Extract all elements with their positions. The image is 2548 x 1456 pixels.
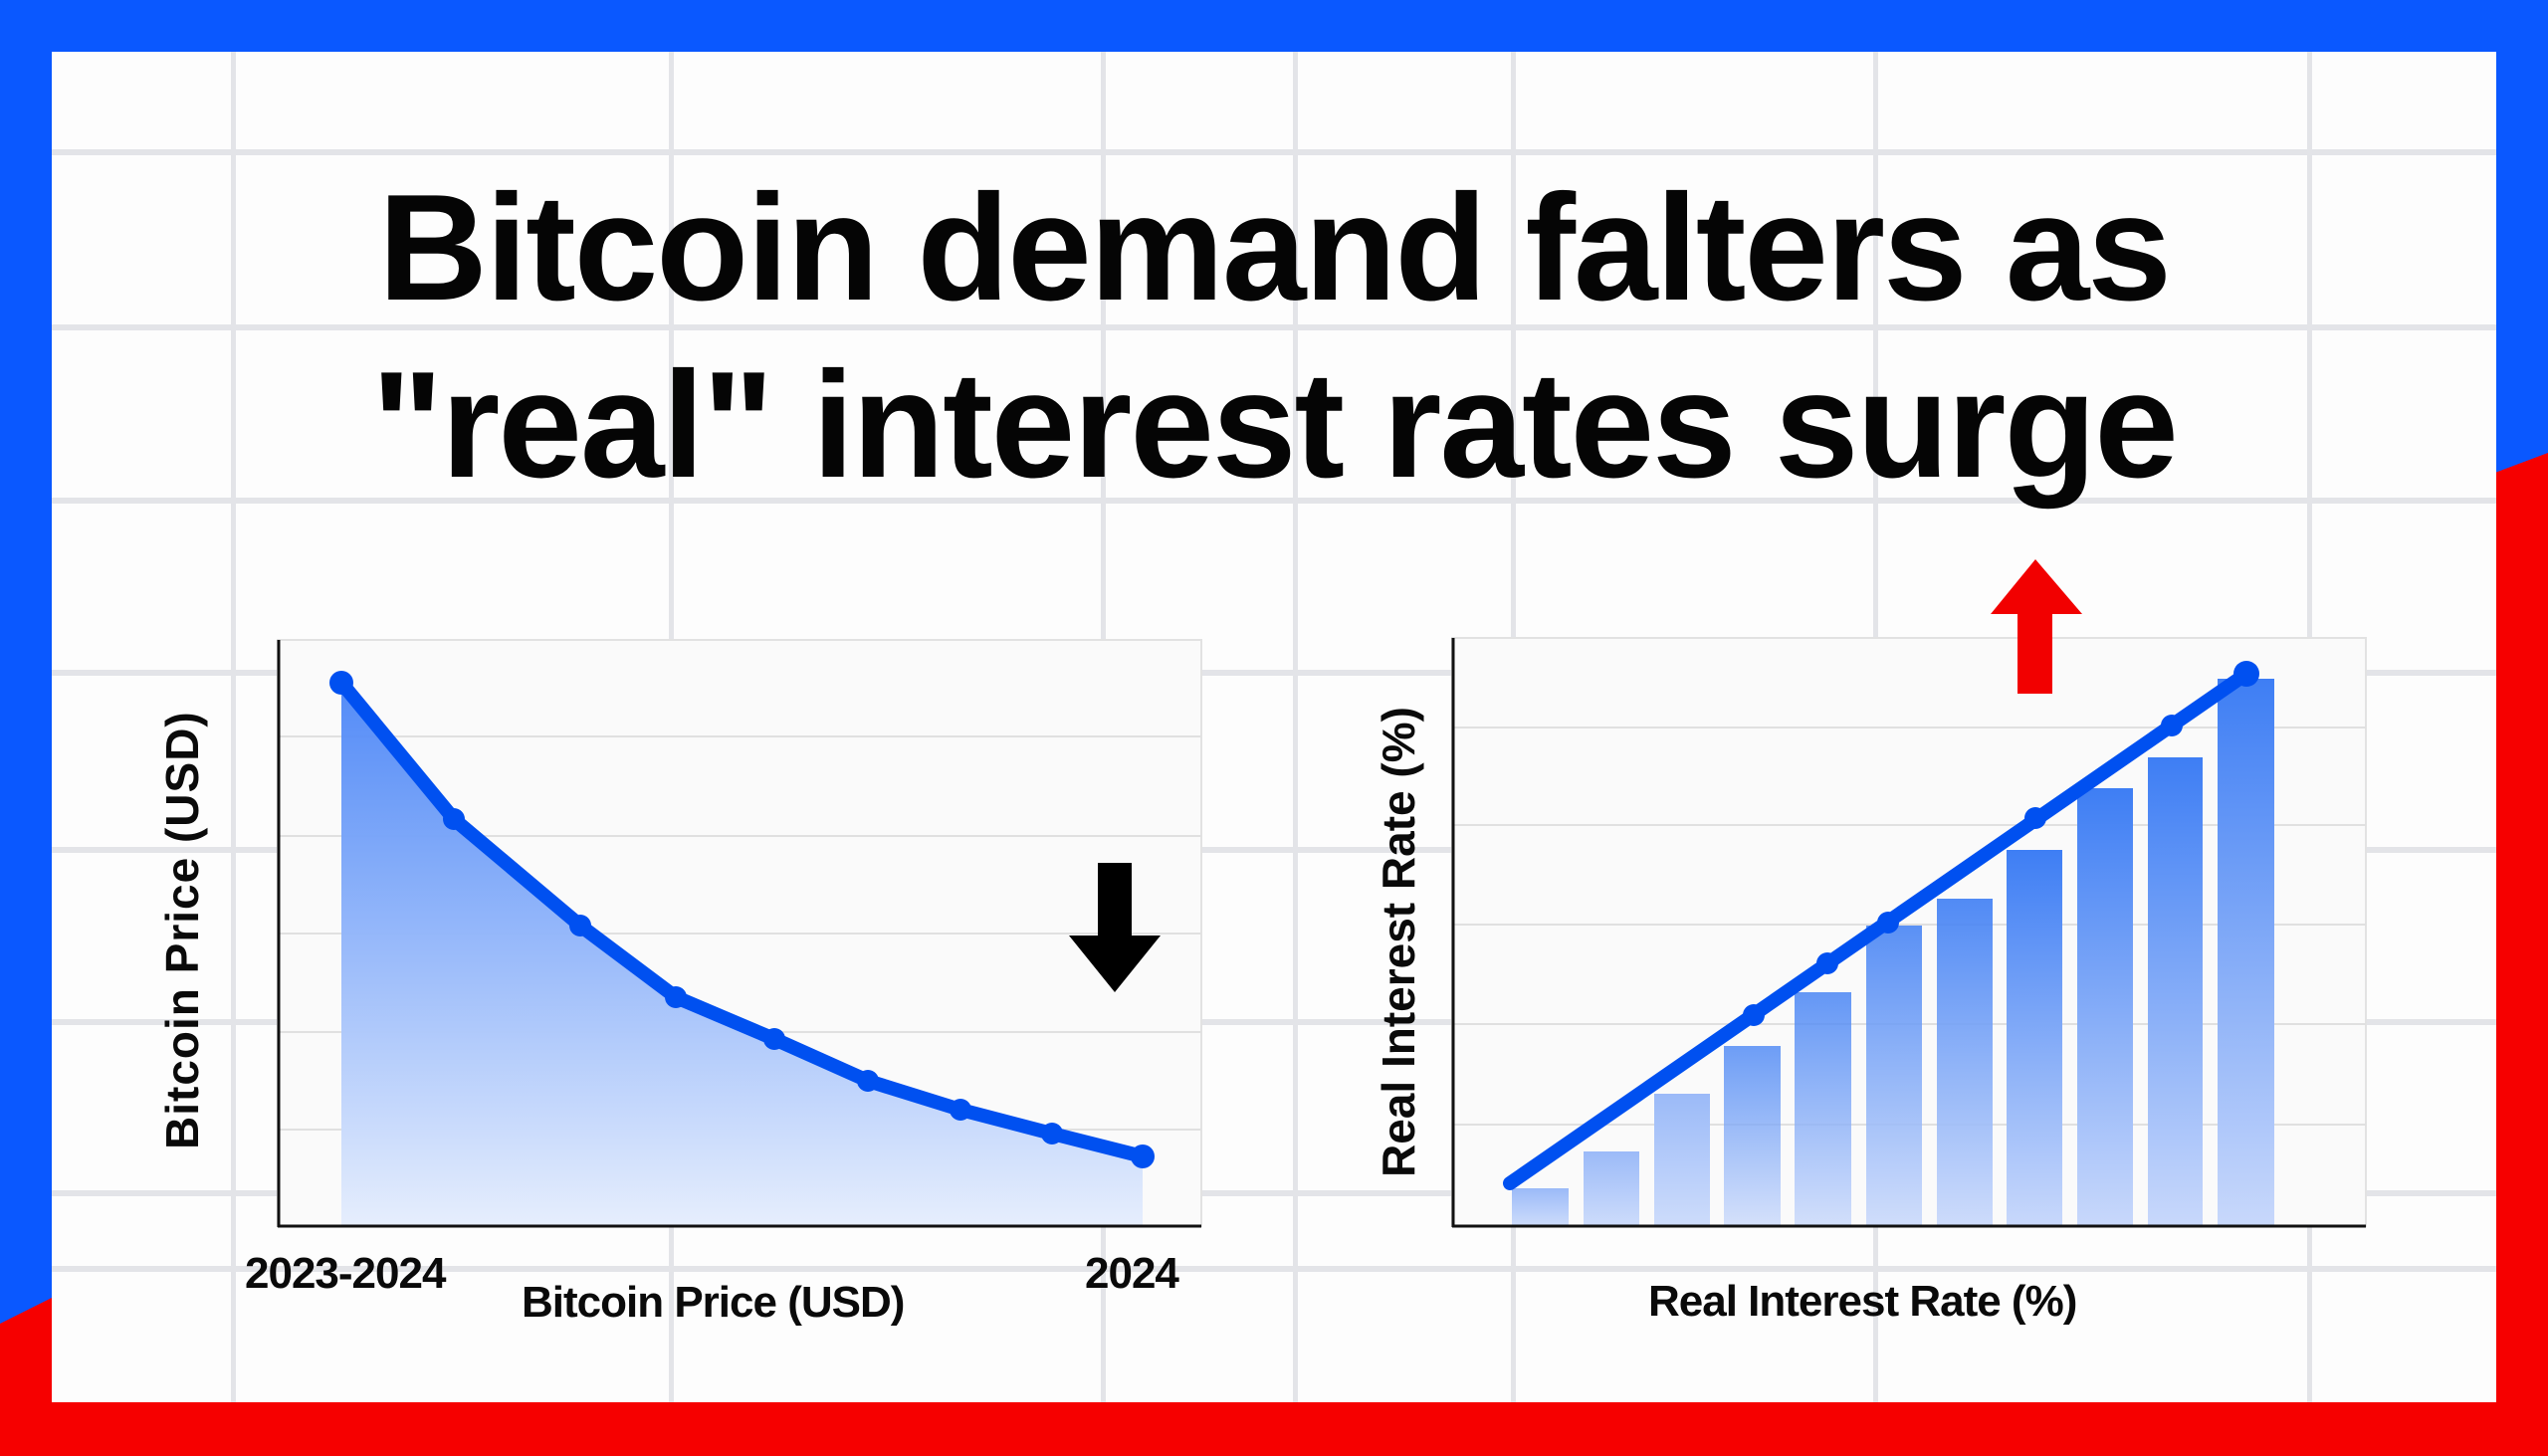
bg-grid-line (52, 670, 2496, 676)
bg-grid-line (52, 149, 2496, 155)
arrow-up-icon (1991, 559, 2082, 694)
bg-grid-line (1293, 52, 1298, 1402)
left-y-axis-label: Bitcoin Price (USD) (156, 711, 208, 1149)
bg-grid-line (52, 1019, 2496, 1025)
bar (1937, 899, 1993, 1226)
bar (1584, 1151, 1639, 1226)
right-data-points (1743, 661, 2259, 1026)
bg-grid-line (52, 498, 2496, 504)
left-chart (277, 639, 1202, 1228)
bg-grid-line (231, 52, 236, 1402)
title-line-2: "real" interest rates surge (371, 340, 2179, 510)
bar (1654, 1094, 1710, 1226)
left-x-tick-start: 2023-2024 (245, 1249, 446, 1298)
bar (2077, 788, 2133, 1226)
bg-grid-line (52, 1190, 2496, 1196)
left-data-points (329, 671, 1155, 1168)
bar (2148, 757, 2203, 1226)
bar (2007, 850, 2062, 1226)
bar (2218, 679, 2274, 1226)
bar (1866, 926, 1922, 1226)
title-line-1: Bitcoin demand falters as (378, 163, 2172, 332)
right-bars (1512, 679, 2274, 1226)
right-x-axis-label: Real Interest Rate (%) (1648, 1277, 2077, 1326)
bar (1512, 1188, 1569, 1226)
left-area-fill (341, 683, 1143, 1226)
page-title: Bitcoin demand falters as "real" interes… (0, 159, 2548, 514)
bg-grid-line (52, 324, 2496, 330)
bg-grid-line (52, 1266, 2496, 1272)
left-x-axis-label: Bitcoin Price (USD) (522, 1278, 905, 1327)
arrow-down-icon (1069, 863, 1161, 992)
left-x-tick-end: 2024 (1085, 1249, 1179, 1298)
bar (1724, 1046, 1781, 1226)
right-trend-line (1503, 667, 2253, 1190)
bg-grid-line (52, 847, 2496, 853)
right-chart (1451, 559, 2367, 1228)
right-y-axis-label: Real Interest Rate (%) (1373, 707, 1424, 1177)
bar (1795, 992, 1851, 1226)
